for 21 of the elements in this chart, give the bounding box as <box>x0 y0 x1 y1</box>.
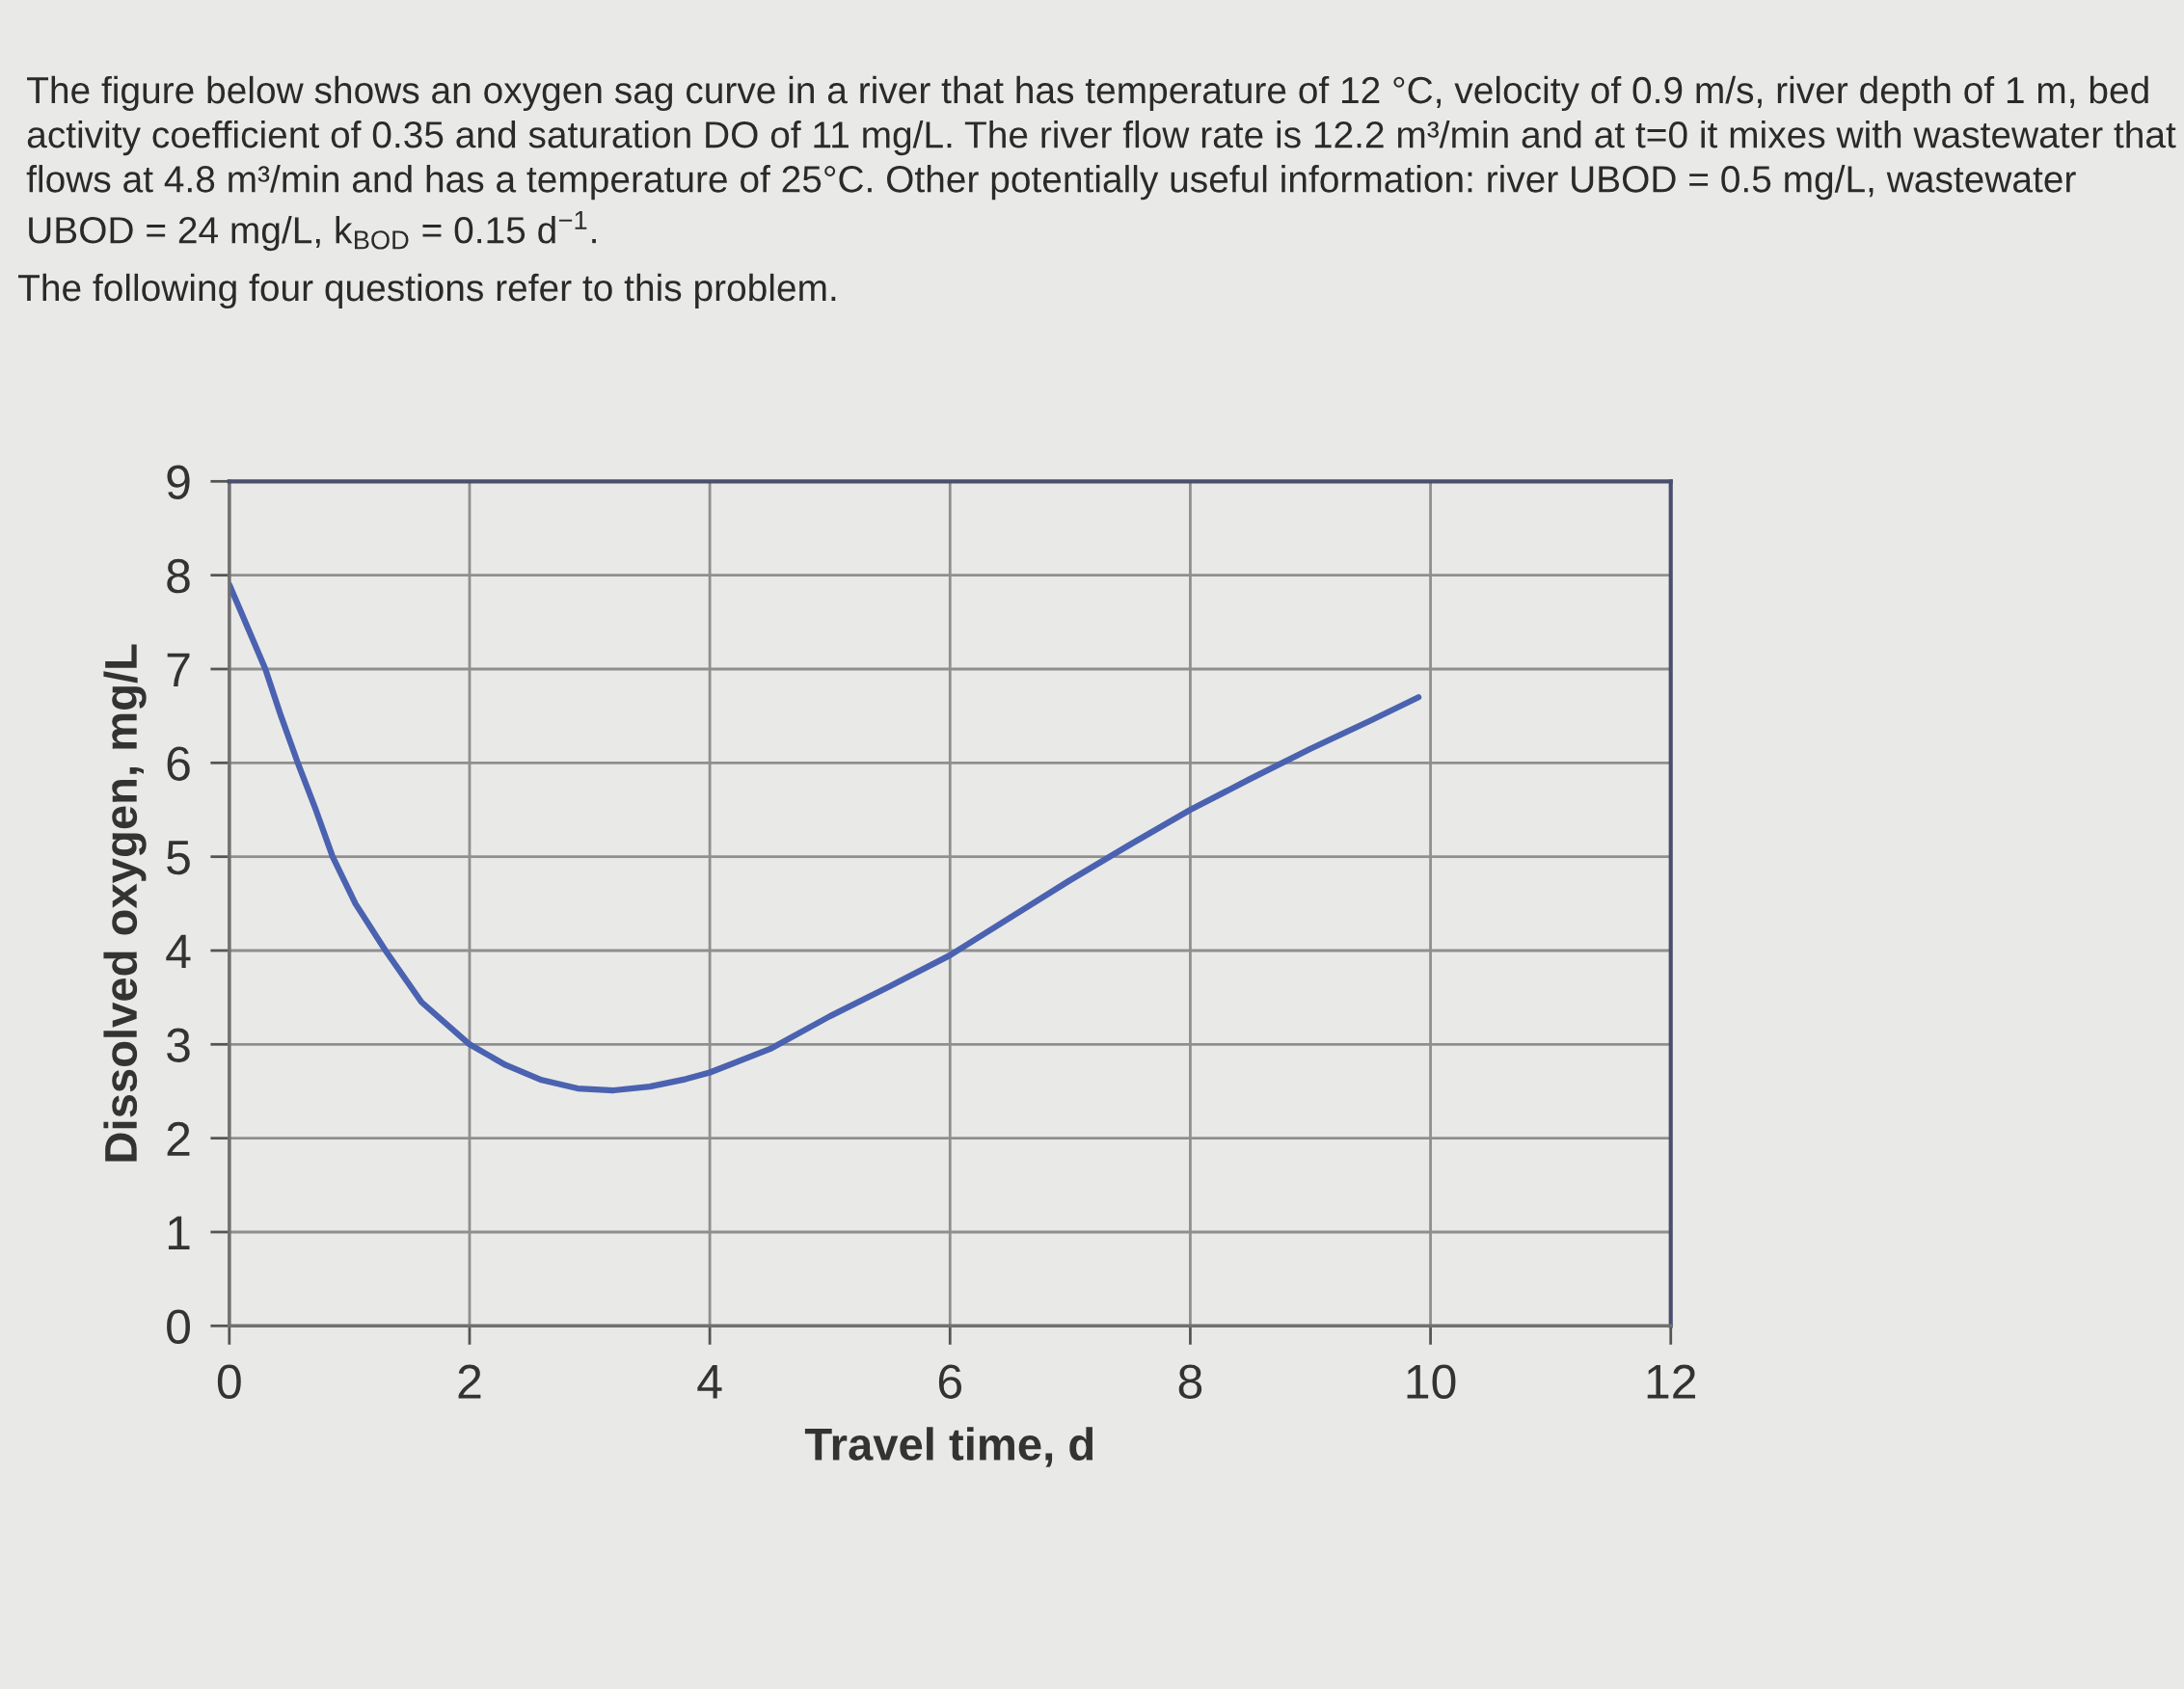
x-tick-label: 6 <box>938 1364 961 1399</box>
chart-subtitle: The following four questions refer to this problem. <box>17 273 836 309</box>
y-tick-label: 9 <box>167 465 190 499</box>
y-tick-label: 2 <box>167 1121 190 1156</box>
y-tick-label: 7 <box>167 653 190 687</box>
x-tick-label: 10 <box>1407 1364 1456 1399</box>
x-tick-label: 2 <box>458 1364 481 1399</box>
x-tick-label: 12 <box>1647 1364 1696 1399</box>
y-tick-label: 0 <box>167 1309 190 1344</box>
y-tick-label: 4 <box>166 934 191 969</box>
y-tick-label: 6 <box>167 746 190 781</box>
y-axis-title: Dissolved oxygen, mg/L <box>103 644 147 1162</box>
y-tick-label: 8 <box>167 558 190 594</box>
x-tick-label: 4 <box>697 1365 722 1399</box>
x-axis-title: Travel time, d <box>804 1427 1093 1467</box>
y-tick-label: 5 <box>167 841 190 875</box>
y-tick-label: 3 <box>167 1028 190 1062</box>
x-tick-label: 8 <box>1178 1364 1202 1399</box>
x-tick-label: 0 <box>217 1364 241 1399</box>
y-tick-label: 1 <box>168 1216 190 1250</box>
chart-title: The figure below shows an oxygen sag curve in a river that has temperature of 12 °C, velocity of 0.9 m/s, river depth of 1 m, bed activity coefficient of 0.35 and saturation DO of 11 mg/L. The river flow rate is 12.2 m³/min and at t=0 it mixes with wastewater that flows at 4.8 m³/min and has a temperature of 25°C. Other potentially useful information: river UBOD = 0.5 mg/L, wastewater UBOD = 24 mg/L, k$_{BOD}$ = 0.15 d$^{−1}$. <box>26 75 2176 252</box>
